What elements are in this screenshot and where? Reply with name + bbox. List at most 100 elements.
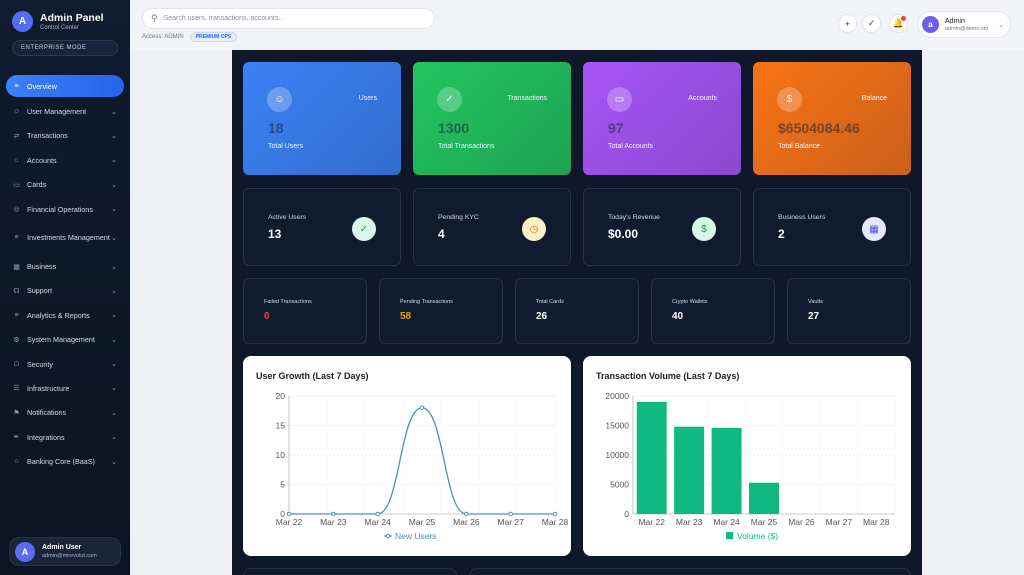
- brand-logo: A: [12, 11, 33, 32]
- search-bar[interactable]: ⚲: [142, 8, 435, 29]
- small-metric-card-vaults[interactable]: Vaults 27: [787, 278, 911, 344]
- chevron-down-icon: ⌄: [111, 434, 117, 442]
- sidebar-item-security[interactable]: ☖ Security ⌄: [0, 352, 130, 376]
- metric-value: 40: [672, 311, 684, 322]
- brand-title: Admin Panel: [40, 12, 104, 24]
- sidebar-item-support[interactable]: ☊ Support ⌄: [0, 279, 130, 303]
- notifications-button[interactable]: 🔔: [889, 14, 908, 33]
- small-metric-card-total-cards[interactable]: Total Cards 26: [515, 278, 639, 344]
- y-tick-label: 0: [280, 509, 285, 519]
- status-button[interactable]: ✓: [862, 14, 881, 33]
- chevron-down-icon: ⌄: [111, 181, 117, 189]
- sidebar-item-label: Transactions: [27, 131, 68, 141]
- plug-icon: ✒: [13, 434, 20, 442]
- sidebar-item-financial-operations[interactable]: ◎ Financial Operations ⌄: [0, 197, 130, 221]
- x-tick-label: Mar 25: [751, 517, 778, 527]
- stat-card-accounts[interactable]: ▭ Accounts 97 Total Accounts: [583, 62, 741, 175]
- bell-icon: ⚑: [13, 409, 20, 417]
- check-circle-icon: ✓: [352, 217, 376, 241]
- y-tick-label: 20: [276, 391, 286, 401]
- chart-title: Transaction Volume (Last 7 Days): [596, 371, 740, 381]
- sidebar-item-notifications[interactable]: ⚑ Notifications ⌄: [0, 401, 130, 425]
- topbar: ⚲ Access: ADMIN PREMIUM OPS + ✓ 🔔 a Admi…: [130, 0, 1024, 50]
- stat-card-balance[interactable]: $ Balance $6504084.46 Total Balance: [753, 62, 911, 175]
- headset-icon: ☊: [13, 287, 20, 295]
- sidebar-item-transactions[interactable]: ⇄ Transactions ⌄: [0, 124, 130, 148]
- sidebar-item-business[interactable]: ▦ Business ⌄: [0, 254, 130, 278]
- check-circle-icon: ✓: [867, 18, 876, 28]
- data-point[interactable]: [375, 511, 380, 517]
- sidebar-item-banking-core-baas[interactable]: ⌂ Banking Core (BaaS) ⌄: [0, 449, 130, 473]
- sidebar-item-overview[interactable]: ≡ Overview: [6, 75, 124, 97]
- bar[interactable]: [674, 426, 705, 514]
- metric-card-business-users[interactable]: Business Users 2 ▦: [753, 188, 911, 266]
- sidebar-item-user-management[interactable]: ☺ User Management ⌄: [0, 99, 130, 123]
- dashboard-main: ☺ Users 18 Total Users ✓ Transactions 1300 Tota…: [232, 50, 922, 575]
- data-point[interactable]: [286, 511, 292, 517]
- sidebar-item-investments-management[interactable]: ≡ Investments Management ⌄: [0, 221, 130, 254]
- stat-card-users[interactable]: ☺ Users 18 Total Users: [243, 62, 401, 175]
- metric-label: Active Users: [268, 214, 307, 221]
- small-metric-card-pending-transactions[interactable]: Pending Transactions 58: [379, 278, 503, 344]
- sidebar-item-label: Security: [27, 359, 53, 369]
- chevron-down-icon: ⌄: [111, 132, 117, 140]
- sidebar-item-system-management[interactable]: ⚙ System Management ⌄: [0, 328, 130, 352]
- gear-icon: ⚙: [13, 336, 20, 344]
- sidebar-item-accounts[interactable]: ⌂ Accounts ⌄: [0, 148, 130, 172]
- x-tick-label: Mar 27: [497, 517, 524, 527]
- enterprise-mode-badge[interactable]: ENTERPRISE MODE: [12, 40, 118, 56]
- admin-email: admin@demo.sm: [945, 25, 989, 32]
- bar[interactable]: [749, 482, 779, 514]
- x-tick-label: Mar 28: [863, 517, 890, 527]
- metric-value: 0: [264, 311, 270, 322]
- metric-card-today-s-revenue[interactable]: Today's Revenue $0.00 $: [583, 188, 741, 266]
- sidebar-item-label: Infrastructure: [27, 383, 70, 393]
- user-growth-chart-svg: 0 5 10 15 20 Mar 22 Mar 23 Mar 24 Mar 25 Mar 26 Ma…: [276, 391, 569, 541]
- data-point[interactable]: [419, 405, 425, 411]
- y-tick-label: 10: [276, 450, 286, 460]
- legend-label[interactable]: Volume ($): [737, 531, 778, 541]
- sidebar-item-infrastructure[interactable]: ☰ Infrastructure ⌄: [0, 376, 130, 400]
- data-point[interactable]: [464, 511, 469, 517]
- stat-card-transactions[interactable]: ✓ Transactions 1300 Total Transactions: [413, 62, 571, 175]
- metric-label: Business Users: [778, 214, 826, 221]
- chart-icon: ≡: [14, 311, 19, 319]
- bar[interactable]: [711, 427, 742, 514]
- metric-card-active-users[interactable]: Active Users 13 ✓: [243, 188, 401, 266]
- data-point[interactable]: [508, 511, 513, 517]
- stat-label: Balance: [861, 95, 887, 102]
- stat-label: Transactions: [507, 95, 547, 102]
- sidebar-item-label: Notifications: [27, 408, 67, 418]
- admin-profile-menu[interactable]: a Admin admin@demo.sm ⌄: [917, 11, 1011, 38]
- legend-label[interactable]: New Users: [395, 531, 437, 541]
- sidebar-item-integrations[interactable]: ✒ Integrations ⌄: [0, 425, 130, 449]
- sidebar-item-label: Banking Core (BaaS): [27, 457, 95, 467]
- metric-value: 27: [808, 311, 820, 322]
- data-point[interactable]: [552, 511, 558, 517]
- dollar-icon: $: [777, 87, 802, 112]
- sidebar-item-label: System Management: [27, 335, 95, 345]
- metric-card-pending-kyc[interactable]: Pending KYC 4 ◷: [413, 188, 571, 266]
- metric-label: Total Cards: [536, 299, 564, 305]
- access-info: Access: ADMIN PREMIUM OPS: [142, 32, 238, 42]
- premium-ops-badge: PREMIUM OPS: [189, 32, 238, 42]
- notification-dot: [901, 16, 906, 21]
- bar[interactable]: [636, 401, 667, 514]
- metric-value: 58: [400, 311, 412, 322]
- sidebar-item-analytics-reports[interactable]: ≡ Analytics & Reports ⌄: [0, 303, 130, 327]
- building-icon: ▦: [862, 217, 886, 241]
- bottom-card: [243, 568, 457, 575]
- sidebar-user-card[interactable]: A Admin User admin@mirevolut.com: [9, 537, 121, 566]
- search-input[interactable]: [163, 15, 414, 22]
- metric-value: 4: [438, 227, 445, 241]
- y-tick-label: 15000: [605, 421, 629, 431]
- sidebar-item-cards[interactable]: ▭ Cards ⌄: [0, 173, 130, 197]
- search-icon: ⚲: [151, 13, 158, 23]
- lock-icon: ☖: [13, 361, 20, 369]
- add-button[interactable]: +: [838, 14, 857, 33]
- small-metric-card-crypto-wallets[interactable]: Crypto Wallets 40: [651, 278, 775, 344]
- data-point[interactable]: [331, 511, 336, 517]
- chevron-down-icon: ⌄: [111, 206, 117, 214]
- metric-label: Pending KYC: [438, 214, 479, 221]
- small-metric-card-failed-transactions[interactable]: Failed Transactions 0: [243, 278, 367, 344]
